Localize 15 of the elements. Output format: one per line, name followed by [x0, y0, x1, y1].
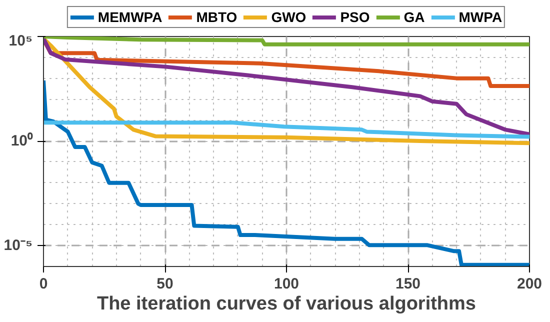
- x-tick-label: 150: [395, 276, 421, 292]
- legend-label: MWPA: [458, 9, 502, 25]
- y-tick-label: 10⁻⁵: [4, 237, 33, 254]
- y-tick-label: 10⁰: [10, 132, 34, 150]
- x-tick-label: 200: [516, 276, 542, 292]
- x-tick-label: 50: [156, 276, 174, 292]
- x-tick-label: 100: [274, 276, 300, 292]
- legend-label: GWO: [271, 9, 306, 25]
- legend-label: MEMWPA: [98, 9, 162, 25]
- x-tick-label: 0: [39, 276, 48, 292]
- legend-label: PSO: [340, 9, 370, 25]
- legend-label: GA: [404, 9, 425, 25]
- x-axis-title: The iteration curves of various algorithms: [96, 294, 476, 314]
- y-tick-label: 10⁵: [8, 32, 33, 50]
- legend-label: MBTO: [196, 9, 238, 25]
